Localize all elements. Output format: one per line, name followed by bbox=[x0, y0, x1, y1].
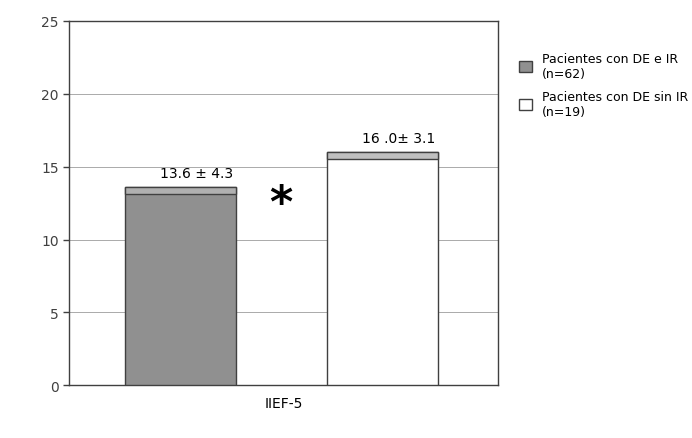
Text: 13.6 ± 4.3: 13.6 ± 4.3 bbox=[160, 166, 233, 180]
Text: 16 .0± 3.1: 16 .0± 3.1 bbox=[362, 131, 435, 145]
X-axis label: IIEF-5: IIEF-5 bbox=[264, 396, 303, 410]
Bar bbox=[125, 187, 236, 195]
Text: *: * bbox=[270, 182, 293, 225]
Bar bbox=[327, 153, 437, 385]
Bar bbox=[125, 187, 236, 385]
Legend: Pacientes con DE e IR
(n=62), Pacientes con DE sin IR
(n=19): Pacientes con DE e IR (n=62), Pacientes … bbox=[513, 46, 692, 125]
Bar bbox=[327, 153, 437, 160]
